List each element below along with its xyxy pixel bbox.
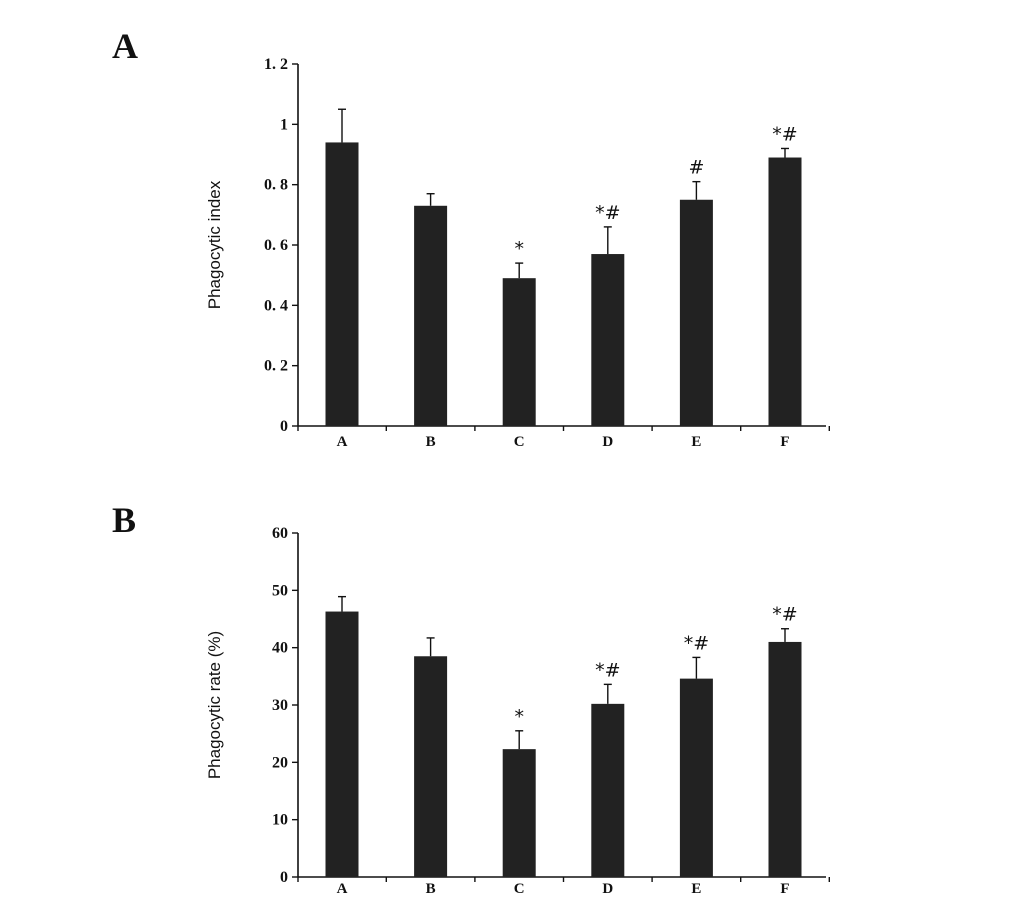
y-axis-title: Phagocytic index <box>205 180 224 309</box>
bar-a <box>325 611 359 877</box>
bar-e <box>679 678 713 877</box>
significance-marker: *# <box>772 604 797 626</box>
bar-c <box>502 749 536 877</box>
chart-phagocytic-rate: B 0 10 20 30 40 50 60 Phagocytic rate (%) A B C * D *#… <box>112 500 830 897</box>
bar-b <box>414 656 448 877</box>
significance-marker: *# <box>772 123 797 145</box>
significance-marker: *# <box>595 659 620 681</box>
x-tick-label: E <box>691 881 701 897</box>
x-tick-label: B <box>426 881 436 897</box>
bar-f <box>768 157 802 426</box>
y-tick-label: 0. 2 <box>264 358 288 375</box>
y-tick-label: 30 <box>272 697 288 714</box>
bar-d <box>591 254 625 426</box>
y-tick-label: 10 <box>272 812 288 829</box>
y-tick-label: 40 <box>272 640 288 657</box>
x-tick-label: B <box>426 434 436 450</box>
panel-label: A <box>112 26 138 66</box>
x-tick-label: F <box>780 434 789 450</box>
x-tick-label: C <box>514 434 525 450</box>
y-tick-label: 0 <box>280 869 288 886</box>
y-tick-label: 50 <box>272 582 288 599</box>
x-tick-label: C <box>514 881 525 897</box>
y-tick-label: 0. 6 <box>264 237 288 254</box>
chart-phagocytic-index: A 0 0. 2 0. 4 0. 6 0. 8 1 1. 2 Phagocytic index A… <box>112 26 830 450</box>
x-tick-label: E <box>691 434 701 450</box>
bar-f <box>768 641 802 877</box>
panel-label: B <box>112 500 136 540</box>
x-tick-label: D <box>602 434 613 450</box>
bar-b <box>414 205 448 426</box>
y-tick-label: 0 <box>280 418 288 435</box>
x-tick-label: D <box>602 881 613 897</box>
significance-marker: * <box>514 706 524 728</box>
y-tick-label: 0. 8 <box>264 177 288 194</box>
bar-a <box>325 142 359 426</box>
significance-marker: # <box>688 157 704 179</box>
significance-marker: * <box>514 238 524 260</box>
x-tick-label: A <box>337 881 348 897</box>
y-tick-label: 1. 2 <box>264 56 288 73</box>
bar-d <box>591 703 625 877</box>
significance-marker: *# <box>595 202 620 224</box>
y-axis-title: Phagocytic rate (%) <box>205 631 224 779</box>
y-tick-label: 60 <box>272 525 288 542</box>
x-tick-label: F <box>780 881 789 897</box>
y-tick-label: 20 <box>272 754 288 771</box>
y-tick-label: 0. 4 <box>264 297 288 314</box>
bar-e <box>679 199 713 426</box>
bar-c <box>502 278 536 426</box>
y-tick-label: 1 <box>280 116 288 133</box>
x-tick-label: A <box>337 434 348 450</box>
significance-marker: *# <box>684 632 709 654</box>
